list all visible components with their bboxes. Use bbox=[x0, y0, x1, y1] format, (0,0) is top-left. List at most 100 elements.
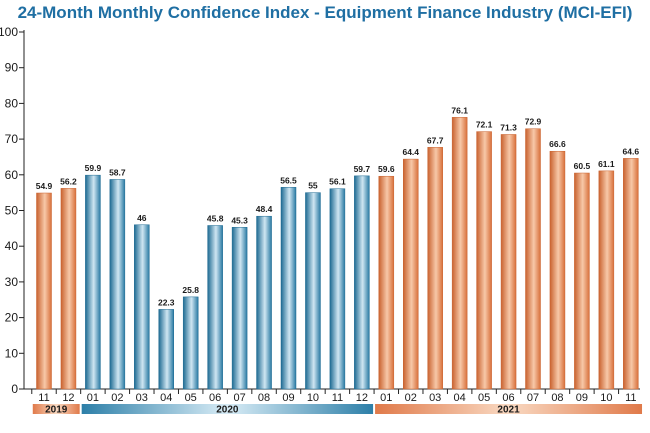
bar bbox=[574, 172, 590, 390]
value-label: 76.1 bbox=[451, 105, 468, 115]
bar bbox=[451, 117, 468, 390]
y-tick-label: 70 bbox=[5, 132, 19, 146]
value-label: 59.6 bbox=[378, 164, 395, 174]
x-tick-label: 06 bbox=[502, 392, 514, 404]
value-label: 56.1 bbox=[329, 177, 346, 187]
bar bbox=[623, 158, 639, 390]
value-label: 45.3 bbox=[231, 215, 248, 225]
y-tick-label: 80 bbox=[5, 96, 19, 110]
value-label: 64.4 bbox=[402, 147, 419, 157]
y-tick-label: 40 bbox=[5, 239, 19, 253]
value-label: 56.5 bbox=[280, 175, 297, 185]
x-tick-label: 10 bbox=[600, 392, 612, 404]
value-label: 72.9 bbox=[525, 117, 542, 127]
bar bbox=[378, 175, 395, 390]
bar bbox=[476, 131, 492, 390]
value-label: 59.7 bbox=[354, 164, 371, 174]
x-tick-label: 05 bbox=[185, 392, 197, 404]
x-tick-label: 08 bbox=[551, 392, 563, 404]
x-tick-label: 01 bbox=[87, 392, 99, 404]
year-label: 2019 bbox=[45, 405, 68, 416]
year-band bbox=[375, 404, 643, 414]
x-tick-label: 12 bbox=[62, 392, 74, 404]
value-label: 55 bbox=[308, 181, 318, 191]
bar bbox=[403, 158, 419, 390]
x-tick-label: 04 bbox=[454, 392, 466, 404]
bar bbox=[427, 147, 443, 390]
bar bbox=[305, 192, 321, 390]
bar bbox=[280, 187, 297, 390]
value-label: 60.5 bbox=[574, 161, 591, 171]
bar bbox=[207, 225, 223, 390]
value-label: 25.8 bbox=[182, 285, 199, 295]
bar bbox=[85, 174, 101, 390]
bar bbox=[329, 188, 346, 390]
year-bands: 2019 2020 2021 bbox=[32, 404, 643, 416]
x-tick-label: 02 bbox=[405, 392, 417, 404]
y-tick-label: 0 bbox=[11, 382, 18, 396]
x-tick-labels: 11 12 01 02 03 04 05 06 07 08 09 10 11 12 01 02 03 04 05 06… bbox=[31, 389, 637, 404]
year-label: 2021 bbox=[497, 405, 520, 416]
x-tick-label: 04 bbox=[160, 392, 172, 404]
x-tick-label: 01 bbox=[380, 392, 392, 404]
x-tick-label: 07 bbox=[233, 392, 245, 404]
x-tick-label: 03 bbox=[429, 392, 441, 404]
bar bbox=[500, 134, 517, 390]
bar bbox=[231, 227, 248, 390]
year-band bbox=[81, 404, 374, 414]
bar bbox=[598, 170, 615, 390]
value-label: 46 bbox=[137, 213, 147, 223]
y-tick-label: 30 bbox=[5, 275, 19, 289]
bar bbox=[182, 296, 199, 390]
value-label: 58.7 bbox=[109, 167, 126, 177]
x-tick-label: 12 bbox=[356, 392, 368, 404]
chart-title: 24-Month Monthly Confidence Index - Equi… bbox=[18, 3, 633, 22]
bar bbox=[109, 179, 126, 390]
value-label: 22.3 bbox=[158, 297, 175, 307]
x-tick-label: 08 bbox=[258, 392, 270, 404]
bar bbox=[525, 128, 541, 390]
x-tick-label: 11 bbox=[625, 392, 636, 404]
value-label: 66.6 bbox=[549, 139, 566, 149]
axes: 0 10 20 30 40 50 60 70 80 90 100 bbox=[0, 25, 640, 396]
y-tick-label: 90 bbox=[5, 61, 19, 75]
x-tick-label: 03 bbox=[136, 392, 148, 404]
x-tick-label: 10 bbox=[307, 392, 319, 404]
value-label: 71.3 bbox=[500, 122, 517, 132]
value-label: 72.1 bbox=[476, 120, 493, 130]
bar bbox=[158, 309, 174, 390]
year-label: 2020 bbox=[216, 405, 239, 416]
y-tick-label: 50 bbox=[5, 204, 19, 218]
x-tick-label: 07 bbox=[527, 392, 539, 404]
y-tick-label: 20 bbox=[5, 311, 19, 325]
y-tick-label: 10 bbox=[5, 346, 19, 360]
x-tick-label: 11 bbox=[38, 392, 49, 404]
x-tick-label: 05 bbox=[478, 392, 490, 404]
value-label: 67.7 bbox=[427, 135, 444, 145]
value-label: 59.9 bbox=[85, 163, 102, 173]
x-tick-label: 06 bbox=[209, 392, 221, 404]
value-label: 54.9 bbox=[36, 181, 53, 191]
year-band bbox=[32, 404, 80, 414]
value-label: 56.2 bbox=[60, 176, 77, 186]
y-tick-label: 100 bbox=[0, 25, 18, 39]
value-labels: 54.9 56.2 59.9 58.7 46 22.3 25.8 45.8 45.3 48.4 56… bbox=[36, 105, 640, 307]
bar bbox=[256, 215, 272, 390]
x-tick-label: 09 bbox=[282, 392, 294, 404]
x-tick-label: 11 bbox=[332, 392, 343, 404]
value-label: 45.8 bbox=[207, 213, 224, 223]
value-label: 64.6 bbox=[623, 146, 640, 156]
value-label: 61.1 bbox=[598, 159, 615, 169]
bar bbox=[60, 188, 77, 390]
bar bbox=[134, 224, 150, 390]
bar bbox=[549, 150, 566, 390]
value-label: 48.4 bbox=[256, 204, 273, 214]
y-tick-label: 60 bbox=[5, 168, 19, 182]
bar bbox=[354, 175, 370, 390]
bars bbox=[36, 117, 639, 390]
x-tick-label: 09 bbox=[576, 392, 588, 404]
bar bbox=[36, 192, 52, 390]
x-tick-label: 02 bbox=[111, 392, 123, 404]
